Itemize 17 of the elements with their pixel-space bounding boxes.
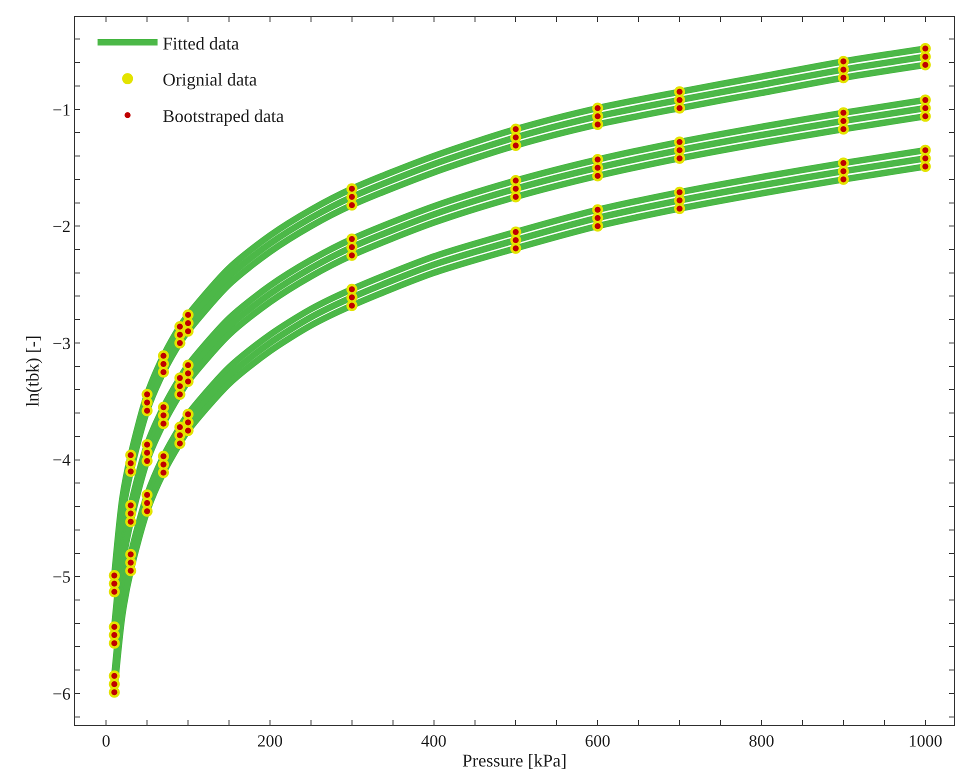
y-tick-label: −4	[52, 450, 72, 470]
y-tick-label: −6	[52, 684, 71, 704]
y-tick-label: −3	[52, 334, 71, 353]
x-tick-label: 0	[102, 731, 110, 750]
x-tick-label: 200	[257, 731, 283, 750]
x-tick-label: 1000	[908, 731, 942, 750]
y-tick-label: −5	[52, 568, 71, 587]
y-tick-label: −2	[52, 217, 71, 236]
x-tick-label: 800	[748, 731, 774, 750]
y-tick-label: −1	[52, 100, 71, 120]
y-axis-title: ln(tbk) [-]	[22, 335, 43, 407]
legend-label: Fitted data	[162, 33, 240, 54]
x-axis-title: Pressure [kPa]	[462, 750, 567, 770]
x-tick-label: 600	[584, 731, 610, 750]
x-tick-label: 400	[421, 731, 447, 750]
legend-label: Orignial data	[162, 70, 258, 90]
legend-label: Bootstraped data	[162, 106, 284, 126]
